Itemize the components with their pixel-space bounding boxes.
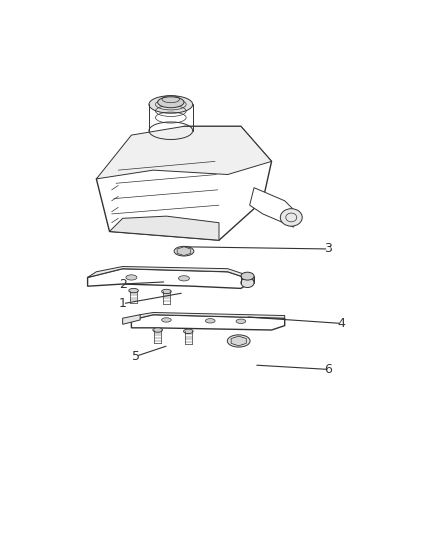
- Polygon shape: [96, 126, 272, 179]
- Ellipse shape: [149, 96, 193, 113]
- Polygon shape: [131, 314, 285, 330]
- Ellipse shape: [162, 318, 171, 322]
- Text: 2: 2: [119, 278, 127, 290]
- Polygon shape: [123, 314, 140, 324]
- Ellipse shape: [227, 335, 250, 347]
- Text: 6: 6: [325, 363, 332, 376]
- Ellipse shape: [162, 289, 171, 294]
- Ellipse shape: [174, 246, 194, 256]
- Ellipse shape: [205, 319, 215, 323]
- Polygon shape: [177, 247, 191, 255]
- Ellipse shape: [129, 288, 138, 293]
- Ellipse shape: [158, 97, 184, 108]
- Polygon shape: [110, 216, 219, 240]
- Ellipse shape: [280, 209, 302, 226]
- Text: 1: 1: [119, 297, 127, 310]
- Text: 5: 5: [132, 350, 140, 363]
- Text: 4: 4: [338, 317, 346, 330]
- Text: 3: 3: [325, 243, 332, 255]
- Polygon shape: [96, 126, 272, 240]
- Ellipse shape: [184, 329, 193, 334]
- Ellipse shape: [153, 328, 162, 332]
- Ellipse shape: [178, 276, 189, 281]
- Ellipse shape: [178, 248, 190, 254]
- Polygon shape: [88, 269, 254, 288]
- Ellipse shape: [236, 319, 246, 324]
- Polygon shape: [250, 188, 298, 227]
- Ellipse shape: [241, 272, 254, 280]
- Ellipse shape: [241, 278, 254, 287]
- Ellipse shape: [126, 275, 137, 280]
- Polygon shape: [131, 312, 285, 320]
- Polygon shape: [88, 266, 254, 280]
- Ellipse shape: [231, 337, 246, 345]
- Polygon shape: [231, 336, 246, 346]
